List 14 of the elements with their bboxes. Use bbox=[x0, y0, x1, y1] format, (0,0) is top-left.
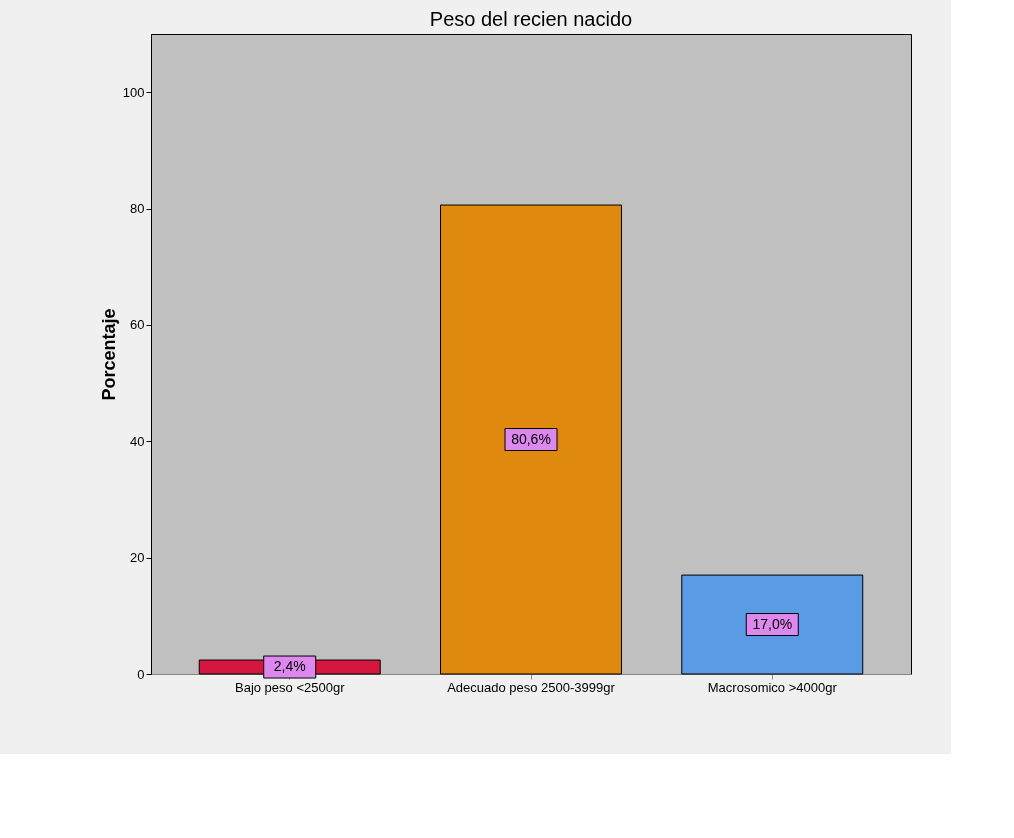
x-tick-label: Adecuado peso 2500-3999gr bbox=[447, 679, 616, 695]
y-tick-label: 60 bbox=[130, 317, 145, 333]
x-tick-label: Bajo peso <2500gr bbox=[234, 679, 346, 695]
y-axis-title: Porcentaje bbox=[98, 308, 119, 401]
x-tick-label: Macrosomico >4000gr bbox=[707, 679, 838, 695]
y-tick-label: 80 bbox=[130, 201, 145, 217]
y-tick-label: 20 bbox=[130, 550, 145, 566]
data-label: 2,4% bbox=[273, 658, 306, 675]
y-tick-label: 0 bbox=[137, 666, 145, 682]
y-tick-label: 100 bbox=[122, 84, 145, 100]
chart-title: Peso del recien nacido bbox=[429, 8, 633, 30]
data-label: 17,0% bbox=[752, 615, 793, 632]
y-tick-label: 40 bbox=[130, 433, 145, 449]
data-label: 80,6% bbox=[511, 430, 551, 447]
